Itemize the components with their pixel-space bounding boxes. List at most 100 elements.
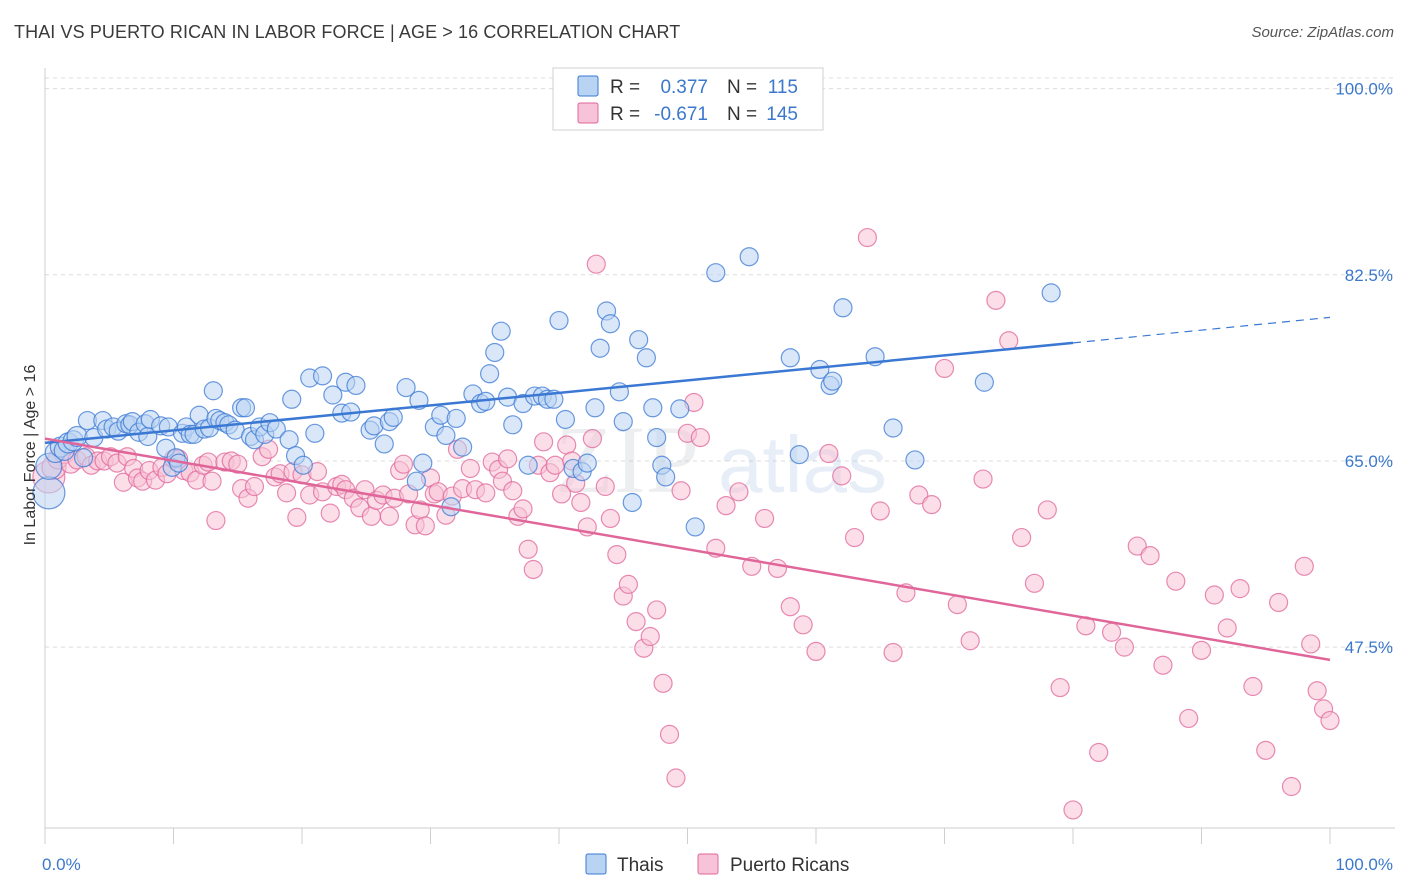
point-thai [636,348,656,368]
watermark: ZIP atlas [555,406,887,513]
point-puerto-rican [934,358,955,379]
point-puerto-rican [571,492,591,513]
point-puerto-rican [960,631,980,651]
point-puerto-rican [202,471,222,491]
point-puerto-rican [244,476,265,497]
legend-swatch-blue [577,75,599,97]
point-thai [622,492,642,513]
point-puerto-rican [922,494,942,515]
point-thai [577,453,597,473]
point-thai [293,455,313,475]
point-thai [413,453,433,473]
point-thai [436,425,456,446]
point-puerto-rican [780,597,800,617]
point-thai [670,399,690,419]
bottom-legend-swatch-thais [585,853,607,875]
point-puerto-rican [647,600,667,620]
point-puerto-rican [973,469,993,489]
point-thai [706,263,726,283]
point-puerto-rican [1140,546,1160,566]
y-axis-title: In Labor Force | Age > 16 [22,365,39,546]
bottom-legend: Thais Puerto Ricans [585,853,849,876]
point-thai [585,398,605,418]
point-thai [235,398,256,418]
point-puerto-rican [607,544,627,565]
point-puerto-rican [806,641,826,662]
point-thai [974,372,994,392]
point-thai [374,434,394,454]
point-thai [780,348,800,368]
point-puerto-rican [582,429,603,449]
point-puerto-rican [1301,634,1321,654]
point-thai [518,455,538,475]
point-puerto-rican [1243,676,1263,697]
point-thai [73,448,94,468]
point-puerto-rican [287,507,307,527]
point-thai [833,298,853,318]
grid-lines [45,77,1395,648]
point-puerto-rican [947,594,967,615]
point-thai [739,247,759,267]
trend-line-thais-extension [1072,316,1331,344]
point-puerto-rican [393,454,414,474]
point-thai [346,375,366,396]
axes [44,68,1395,844]
point-puerto-rican [659,724,680,744]
legend-n-label: N = [727,104,757,125]
point-thai [503,415,523,435]
bottom-legend-swatch-puerto-ricans [697,853,719,875]
point-puerto-rican [1320,710,1340,731]
point-puerto-rican [618,574,638,594]
point-thai [431,405,451,425]
point-puerto-rican [690,427,710,448]
point-puerto-rican [1204,585,1224,605]
point-puerto-rican [1050,677,1070,698]
point-thai [453,437,473,457]
point-puerto-rican [415,516,435,536]
point-puerto-rican [533,432,554,452]
point-puerto-rican [379,506,399,526]
point-thai [613,412,633,432]
point-puerto-rican [557,435,577,455]
point-thai [396,377,416,398]
point-puerto-rican [1037,500,1057,520]
point-thai [383,407,403,427]
point-thai [549,310,569,331]
point-thai [446,408,466,429]
point-puerto-rican [909,485,929,505]
point-thai [590,338,610,358]
point-puerto-rican [1063,800,1083,820]
y-tick-label: 82.5% [1345,266,1393,285]
point-puerto-rican [320,503,340,523]
point-puerto-rican [999,331,1019,351]
point-thai [905,450,925,470]
point-thai [629,330,649,350]
point-puerto-rican [476,483,496,503]
point-puerto-rican [1101,622,1122,642]
point-puerto-rican [228,454,248,474]
point-thai [647,427,667,448]
point-thai [555,409,576,430]
point-thai [685,517,705,537]
point-puerto-rican [551,484,572,504]
legend-n-value: 145 [766,104,798,125]
legend-r-label: R = [610,104,640,125]
x-tick-label-min: 0.0% [42,855,81,874]
legend-swatch-pink [577,102,599,124]
chart-title: THAI VS PUERTO RICAN IN LABOR FORCE | AG… [14,22,681,42]
point-thai [279,430,299,450]
trend-line-puerto-ricans [44,437,1331,662]
point-puerto-rican [1024,573,1045,593]
point-puerto-rican [1127,536,1147,556]
point-puerto-rican [1281,776,1302,797]
point-puerto-rican [1179,708,1199,729]
point-thai [406,471,426,491]
point-puerto-rican [883,642,903,663]
point-puerto-rican [844,527,865,548]
point-thai [282,389,302,409]
point-puerto-rican [671,481,691,501]
point-puerto-rican [600,508,621,529]
x-tick-labels: 0.0% 100.0% [42,855,1393,874]
point-thai [203,381,223,401]
point-puerto-rican [1191,640,1212,660]
